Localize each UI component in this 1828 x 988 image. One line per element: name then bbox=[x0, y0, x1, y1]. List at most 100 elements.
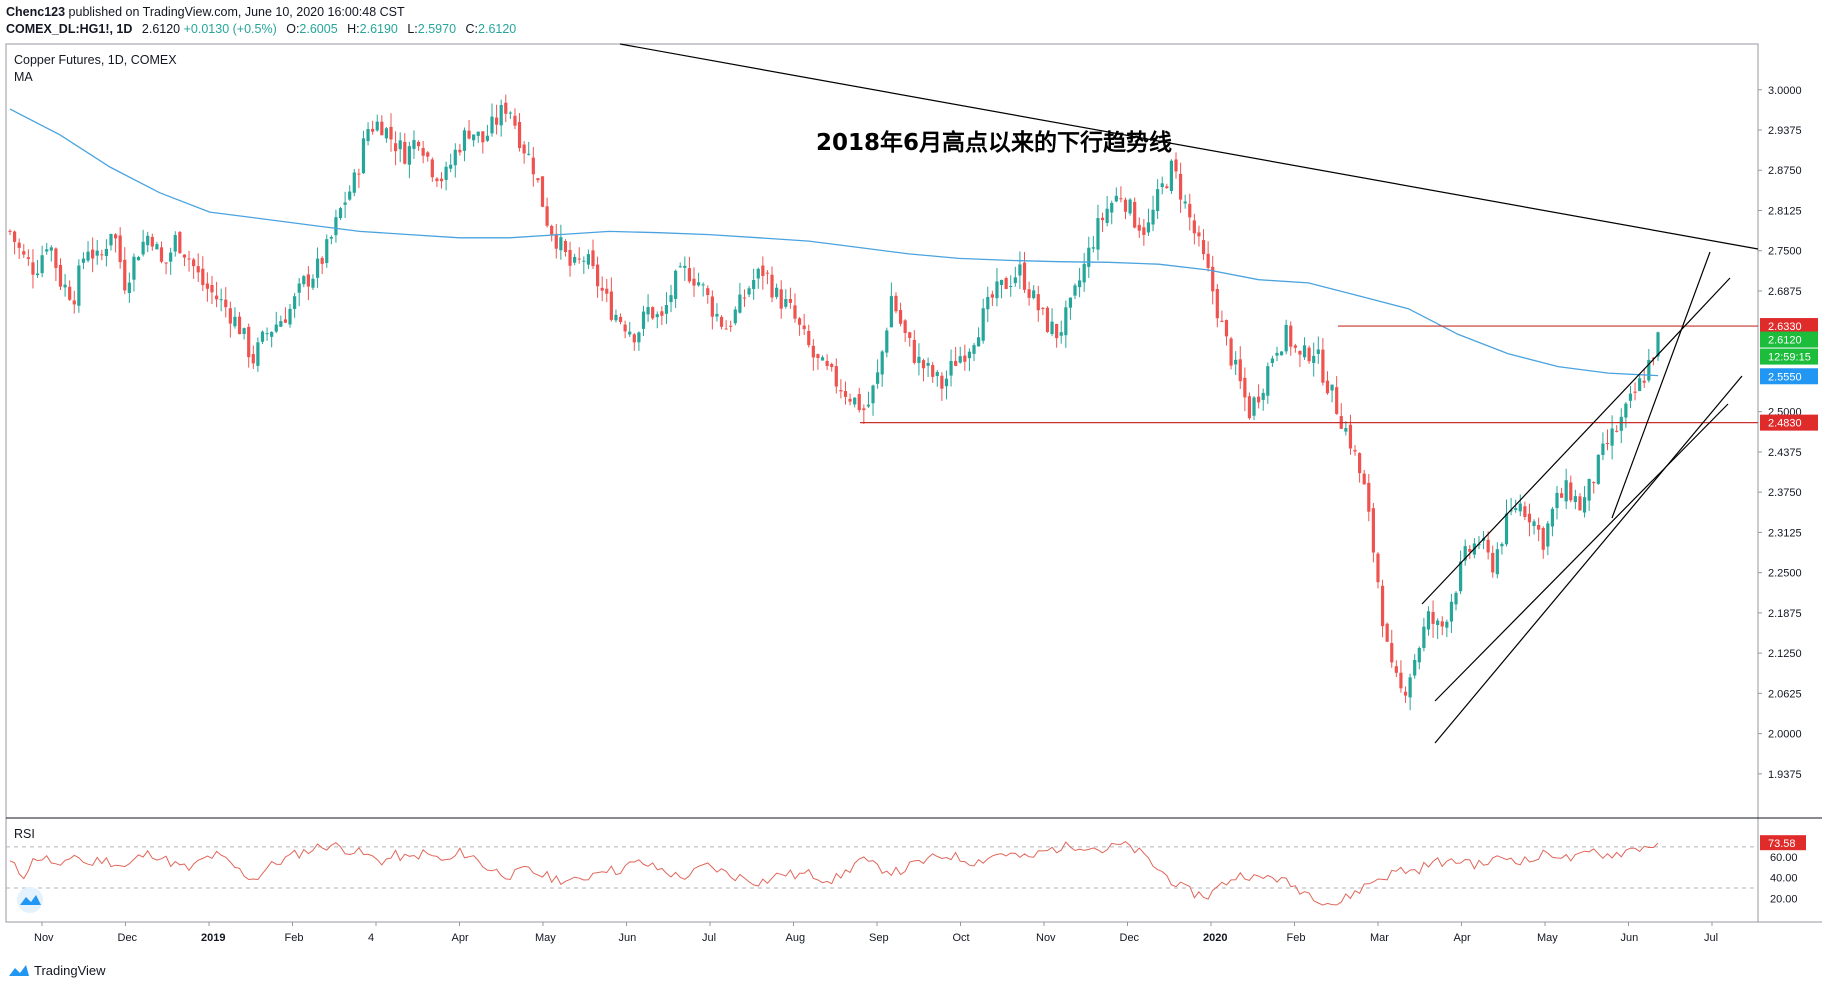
symbol-label: COMEX_DL:HG1!, 1D bbox=[6, 22, 133, 36]
candle-body bbox=[1550, 508, 1555, 527]
candle-body bbox=[389, 126, 393, 140]
steep-trend-line[interactable] bbox=[1611, 251, 1711, 519]
time-axis[interactable]: Nov Dec 2019 Feb 4 Apr May Jun Jul Aug Sep Oct Nov De… bbox=[34, 922, 1718, 944]
candle-body bbox=[765, 272, 770, 274]
candle-body bbox=[660, 311, 664, 316]
candle-body bbox=[508, 112, 512, 114]
rsi-axis-tick-0: 60.00 bbox=[1770, 852, 1798, 864]
candle-body bbox=[1289, 325, 1293, 347]
candle-body bbox=[1279, 351, 1284, 356]
price-axis[interactable]: 3.00002.93752.87502.81252.75002.68752.50… bbox=[1758, 85, 1802, 781]
candle-body bbox=[990, 294, 994, 298]
price-tag-4: 2.4830 bbox=[1768, 418, 1802, 430]
candle-body bbox=[935, 372, 939, 377]
candle-body bbox=[256, 342, 260, 366]
candle-body bbox=[1266, 366, 1270, 396]
candle-body bbox=[22, 251, 26, 255]
candle-body bbox=[1243, 377, 1247, 398]
candle-body bbox=[577, 258, 581, 260]
candle-body bbox=[1504, 513, 1509, 545]
channel-lower-line[interactable] bbox=[1434, 403, 1729, 702]
channel-upper-extension-line[interactable] bbox=[1649, 277, 1731, 364]
candle-body bbox=[1073, 285, 1077, 296]
time-axis-tick-5: Apr bbox=[452, 932, 469, 944]
candle-body bbox=[811, 345, 815, 358]
candle-body bbox=[426, 152, 430, 157]
candle-body bbox=[903, 320, 907, 333]
author-name[interactable]: Chenc123 bbox=[6, 5, 66, 19]
candle-body bbox=[802, 325, 806, 330]
candle-body bbox=[894, 295, 898, 312]
candle-body bbox=[8, 230, 12, 232]
close-value: 2.6120 bbox=[478, 22, 517, 36]
time-axis-tick-13: Dec bbox=[1120, 932, 1140, 944]
chart-settings-icon[interactable] bbox=[17, 887, 43, 913]
candle-body bbox=[889, 296, 893, 328]
candle-body bbox=[1376, 553, 1380, 583]
candle-body bbox=[1454, 592, 1458, 605]
channel-upper-line[interactable] bbox=[1421, 362, 1651, 605]
candle-body bbox=[49, 247, 53, 251]
candle-body bbox=[430, 159, 434, 178]
candle-body bbox=[545, 206, 549, 226]
candle-body bbox=[1344, 428, 1348, 432]
candle-body bbox=[692, 278, 696, 286]
candle-body bbox=[908, 332, 912, 339]
candle-body bbox=[1087, 247, 1091, 267]
candle-body bbox=[178, 232, 182, 254]
candle-body bbox=[1477, 544, 1481, 546]
candle-body bbox=[687, 268, 691, 282]
candle-body bbox=[416, 141, 421, 147]
candle-body bbox=[614, 314, 618, 321]
candle-body bbox=[54, 248, 58, 268]
candle-body bbox=[504, 102, 508, 114]
candle-body bbox=[816, 354, 820, 359]
price-axis-tick-15: 1.9375 bbox=[1768, 769, 1802, 781]
price-axis-tick-12: 2.1250 bbox=[1768, 648, 1802, 660]
candle-body bbox=[86, 251, 90, 261]
candle-body bbox=[761, 265, 765, 276]
candle-body bbox=[1518, 503, 1522, 512]
candle-body bbox=[788, 298, 792, 303]
price-pane[interactable]: Copper Futures, 1D, COMEX MA 2018年6月高点以来… bbox=[8, 43, 1759, 744]
candle-body bbox=[999, 279, 1004, 286]
candle-body bbox=[1215, 289, 1219, 319]
chart-header: Chenc123 published on TradingView.com, J… bbox=[6, 4, 516, 38]
tradingview-footer[interactable]: TradingView bbox=[8, 963, 106, 978]
channel-extension-line[interactable] bbox=[1434, 375, 1743, 744]
candle-body bbox=[297, 283, 301, 293]
candle-body bbox=[1394, 666, 1398, 673]
candle-body bbox=[1380, 585, 1385, 627]
candle-body bbox=[12, 231, 17, 242]
candle-body bbox=[770, 274, 774, 298]
price-tags: 2.6330 2.6120 12:59:15 2.5550 2.4830 bbox=[1760, 318, 1818, 431]
downtrend-line[interactable] bbox=[619, 43, 1759, 250]
price-axis-tick-13: 2.0625 bbox=[1768, 688, 1802, 700]
price-tag-0: 2.6330 bbox=[1768, 321, 1802, 333]
time-axis-tick-12: Nov bbox=[1036, 932, 1056, 944]
candle-body bbox=[159, 247, 164, 262]
candle-body bbox=[398, 140, 402, 150]
candle-body bbox=[1651, 357, 1656, 359]
candle-body bbox=[674, 270, 678, 299]
candle-body bbox=[559, 237, 563, 251]
candle-body bbox=[467, 130, 471, 139]
candle-body bbox=[77, 265, 81, 306]
time-axis-tick-11: Oct bbox=[953, 932, 970, 944]
candle-body bbox=[981, 308, 985, 341]
time-axis-tick-10: Sep bbox=[869, 932, 889, 944]
open-label: O: bbox=[286, 22, 300, 36]
rsi-pane[interactable]: RSI 60.00 40.00 20.00 73.58 bbox=[6, 827, 1806, 913]
price-axis-tick-4: 2.7500 bbox=[1768, 246, 1802, 258]
time-axis-tick-18: May bbox=[1537, 932, 1558, 944]
candle-body bbox=[931, 365, 935, 377]
candle-body bbox=[618, 316, 623, 323]
candle-body bbox=[169, 252, 173, 262]
candle-body bbox=[444, 166, 448, 180]
time-axis-tick-15: Feb bbox=[1287, 932, 1306, 944]
candle-body bbox=[1546, 523, 1550, 547]
candle-body bbox=[843, 391, 848, 397]
candle-body bbox=[1537, 525, 1541, 530]
candle-body bbox=[311, 278, 315, 288]
